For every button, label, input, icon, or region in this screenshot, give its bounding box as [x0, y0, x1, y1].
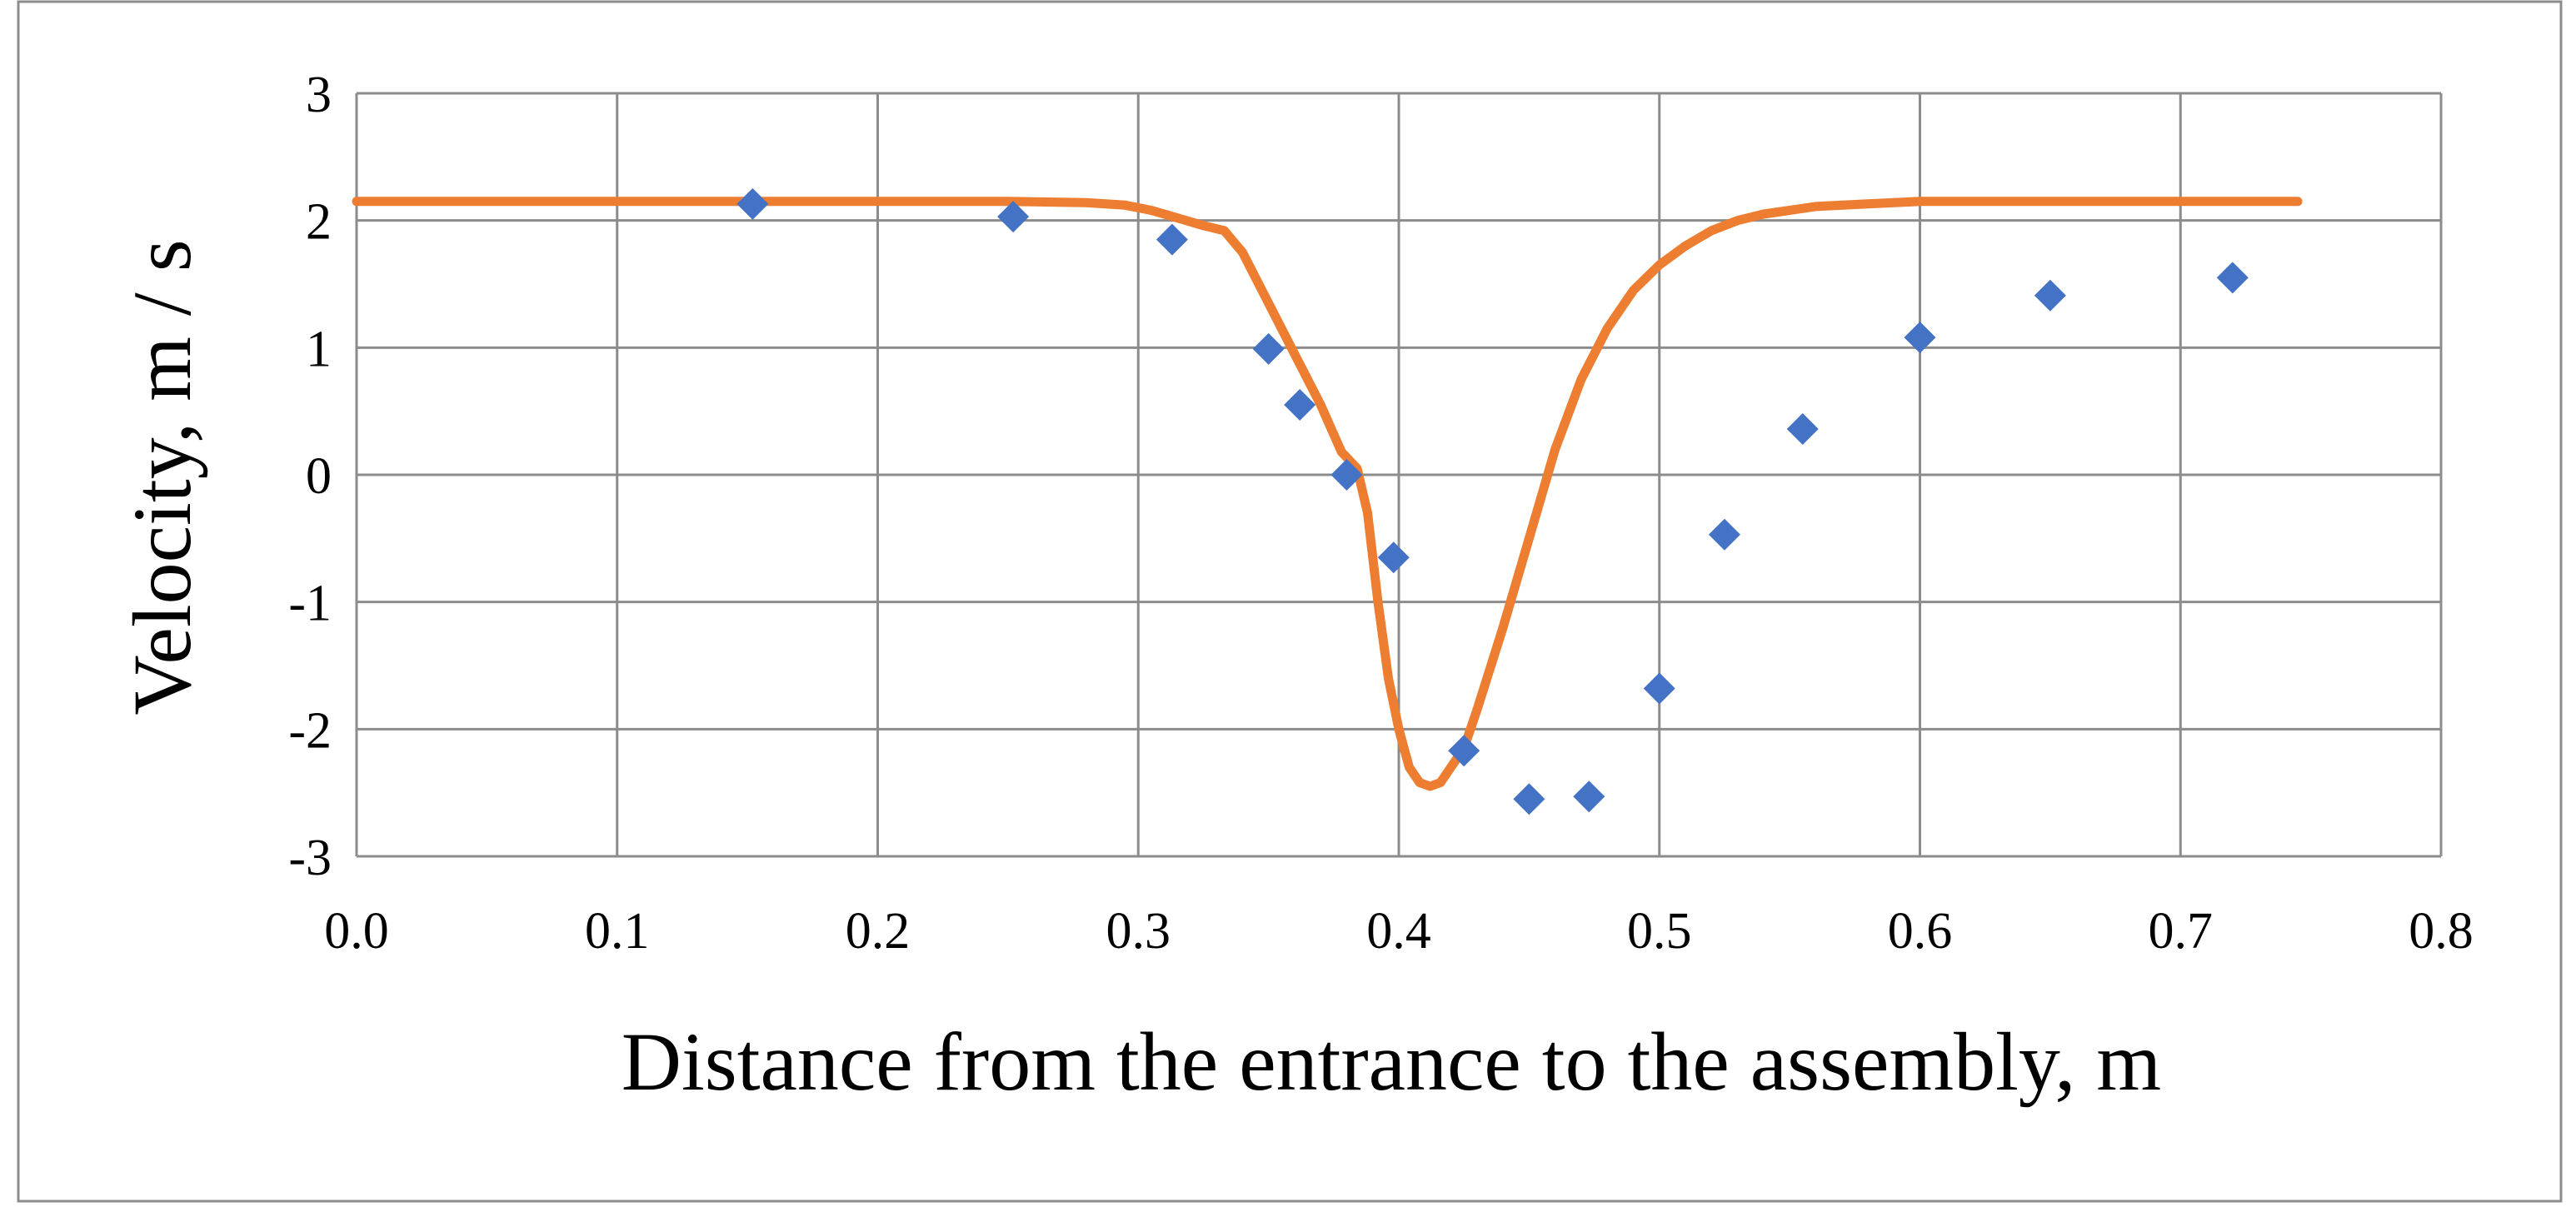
data-point-diamond [1643, 672, 1675, 705]
y-tick-label: -2 [288, 702, 332, 759]
data-point-diamond [1448, 735, 1480, 767]
x-tick-label: 0.3 [1106, 903, 1171, 960]
x-axis-title: Distance from the entrance to the assemb… [622, 1015, 2161, 1108]
data-point-diamond [1330, 459, 1363, 491]
x-tick-label: 0.5 [1627, 903, 1692, 960]
data-point-diamond [1708, 518, 1740, 551]
series-line [352, 197, 2303, 791]
y-tick-label: 2 [306, 194, 332, 251]
x-tick-label: 0.2 [846, 903, 911, 960]
y-axis-title: Velocity, m / s [116, 239, 208, 715]
data-point-diamond [1252, 332, 1285, 365]
y-tick-label: -3 [288, 830, 332, 886]
x-tick-label: 0.8 [2409, 903, 2474, 960]
data-point-diamond [1573, 781, 1605, 813]
data-point-diamond [1377, 541, 1410, 574]
y-tick-label: 0 [306, 448, 332, 505]
data-point-diamond [1513, 783, 1545, 815]
y-tick-label: 3 [306, 67, 332, 123]
x-tick-label: 0.1 [585, 903, 650, 960]
tick-labels: 0.0 0.1 0.2 0.3 0.4 0.5 0.6 0.7 0.8 3 2 1 0 -1 -2 -3 [288, 67, 2473, 960]
y-tick-label: -1 [288, 576, 332, 632]
x-tick-label: 0.0 [324, 903, 389, 960]
grid-lines [355, 92, 2443, 858]
data-point-diamond [1284, 389, 1316, 421]
x-tick-label: 0.4 [1366, 903, 1431, 960]
data-point-diamond [1156, 223, 1188, 256]
data-point-diamond [2034, 279, 2066, 312]
x-tick-label: 0.7 [2149, 903, 2214, 960]
data-point-diamond [1904, 322, 1936, 354]
y-tick-label: 1 [306, 321, 332, 377]
data-point-diamond [736, 187, 769, 220]
data-point-diamond [2216, 262, 2249, 294]
x-tick-label: 0.6 [1888, 903, 1953, 960]
data-point-diamond [997, 201, 1030, 233]
series-layer [352, 187, 2303, 815]
data-point-diamond [1786, 413, 1819, 446]
